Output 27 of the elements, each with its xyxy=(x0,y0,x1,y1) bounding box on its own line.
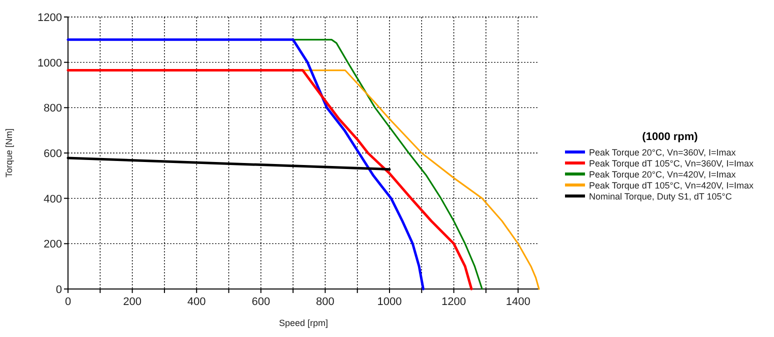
legend-label: Peak Torque 20°C, Vn=420V, I=Imax xyxy=(589,170,736,180)
legend-label: Peak Torque dT 105°C, Vn=420V, I=Imax xyxy=(589,180,754,190)
y-tick-label: 1000 xyxy=(38,57,62,70)
legend-label: Peak Torque 20°C, Vn=360V, I=Imax xyxy=(589,148,736,158)
y-tick-label: 200 xyxy=(44,238,62,251)
line-series xyxy=(66,38,425,290)
x-tick-label: 400 xyxy=(187,296,206,308)
line-series xyxy=(302,69,540,290)
x-tick-label: 1200 xyxy=(442,296,466,308)
legend-label: Nominal Torque, Duty S1, dT 105°C xyxy=(589,192,732,202)
line-series xyxy=(66,69,473,290)
line-series xyxy=(292,38,483,290)
x-tick-label: 200 xyxy=(123,296,142,308)
x-tick-label: 800 xyxy=(316,296,334,308)
legend-label: Peak Torque dT 105°C, Vn=360V, I=Imax xyxy=(589,158,754,168)
y-axis-title: Torque [Nm] xyxy=(4,128,14,178)
x-tick-label: 0 xyxy=(64,296,72,308)
x-axis-title: Speed [rpm] xyxy=(278,318,328,328)
y-tick-label: 1200 xyxy=(38,12,62,24)
y-tick-label: 400 xyxy=(44,193,62,206)
y-tick-label: 0 xyxy=(56,284,62,296)
x-tick-label: 1000 xyxy=(377,296,402,308)
x-tick-label: 600 xyxy=(252,296,270,308)
y-tick-label: 600 xyxy=(44,148,62,160)
y-tick-label: 800 xyxy=(44,102,62,115)
legend-title: (1000 rpm) xyxy=(642,131,698,143)
x-tick-label: 1400 xyxy=(506,296,530,308)
